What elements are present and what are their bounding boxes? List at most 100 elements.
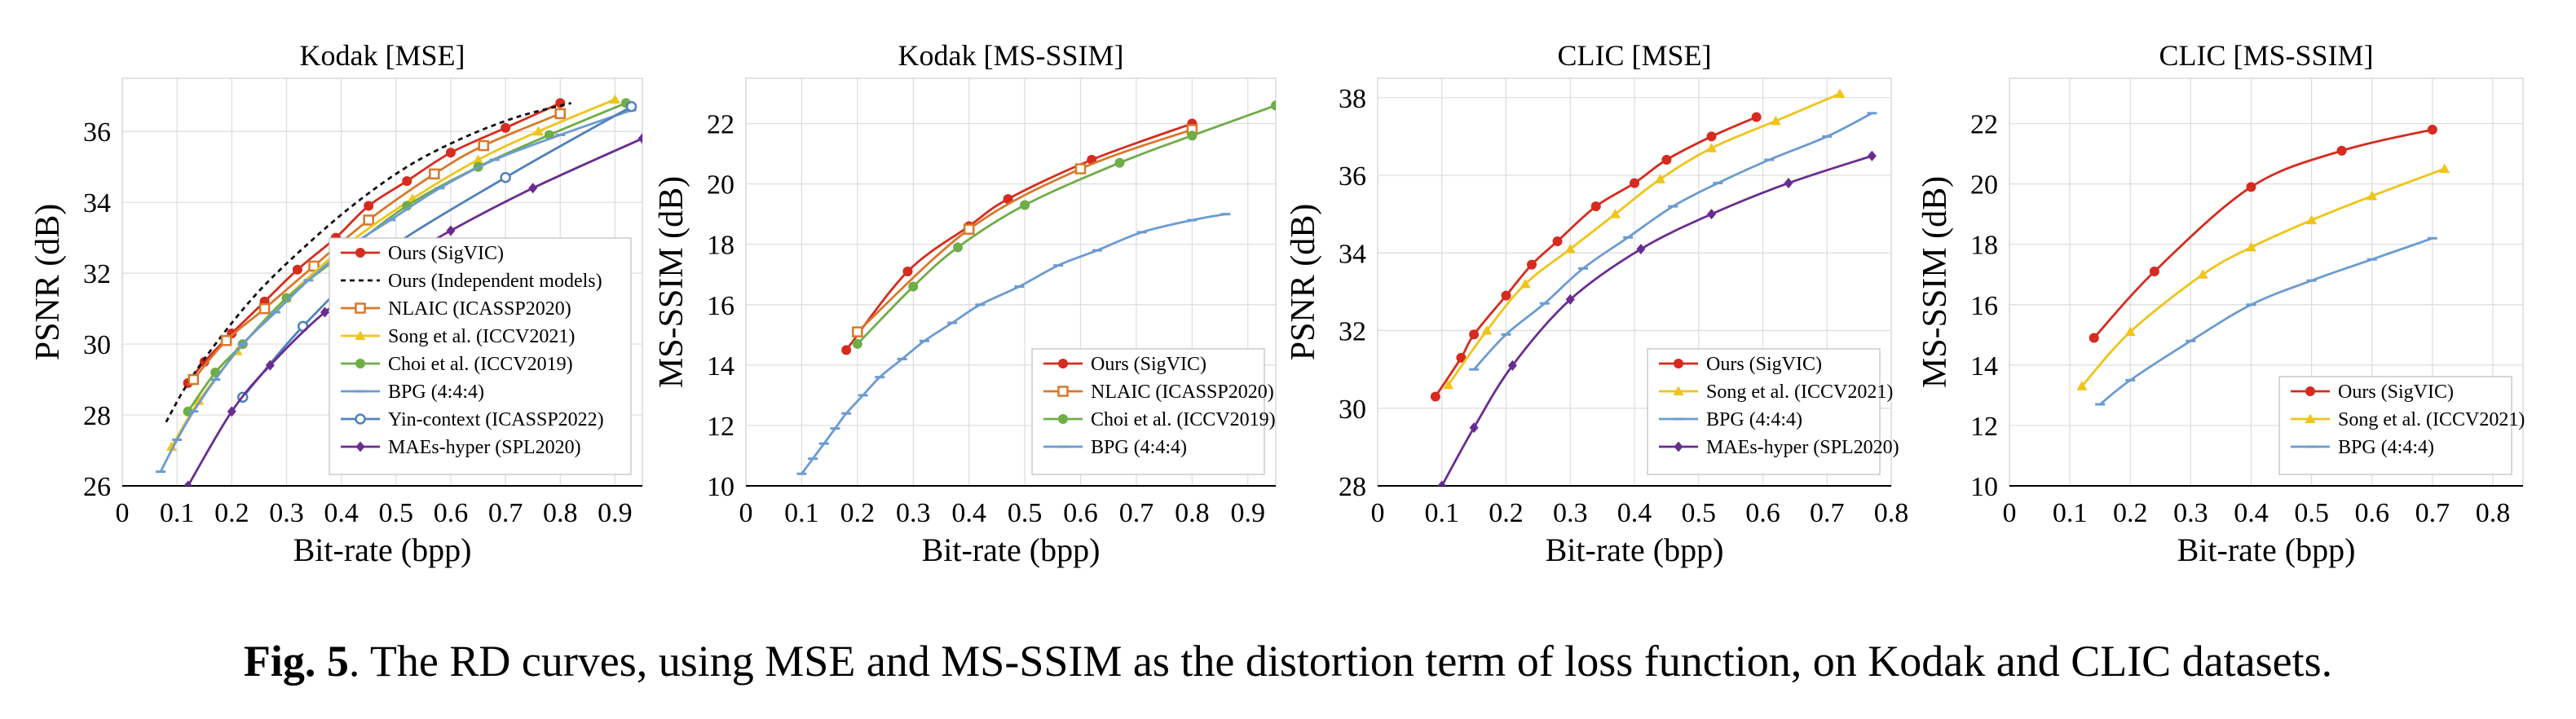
legend-label: Song et al. (ICCV2021) [388,326,575,347]
data-point [220,334,232,346]
data-point [852,326,863,337]
y-tick-label: 28 [83,401,111,431]
data-point [1501,290,1511,301]
x-tick-label: 0 [2003,498,2017,528]
data-point [1636,244,1646,255]
x-tick-label: 0.8 [2476,498,2511,528]
chart-title: Kodak [MS-SSIM] [898,39,1123,72]
data-point [429,168,440,180]
data-point [1552,236,1563,246]
data-point [2439,163,2450,174]
data-point [1469,422,1479,434]
data-point [183,480,193,486]
legend-label: Song et al. (ICCV2021) [2338,409,2525,430]
y-tick-label: 38 [1339,84,1366,114]
x-tick-label: 0.3 [269,498,304,528]
data-point [1507,360,1517,371]
data-point [2089,333,2099,343]
data-point [841,345,852,355]
y-axis-label: PSNR (dB) [29,204,67,361]
legend-label: BPG (4:4:4) [1091,437,1187,458]
x-tick-label: 0.7 [488,498,523,528]
data-point [1074,163,1087,174]
legend: Ours (SigVIC) Song et al. (ICCV2021) BPG (… [1647,348,1899,475]
y-tick-label: 26 [83,472,111,502]
y-tick-label: 14 [1970,351,1998,382]
x-tick-label: 0.7 [1810,498,1845,528]
legend: Ours (SigVIC) NLAIC (ICASSP2020) Choi et a… [1031,348,1276,475]
y-tick-label: 32 [1339,317,1366,347]
data-point [1443,379,1454,390]
data-point [1114,157,1125,168]
x-tick-label: 0.6 [2354,498,2389,528]
data-point [2076,381,2088,390]
data-point [364,201,374,211]
y-tick-label: 12 [1970,412,1998,442]
x-tick-label: 0.4 [324,498,359,528]
data-point [2336,145,2347,156]
data-point [637,133,642,144]
data-point [1020,200,1030,210]
x-tick-label: 0.4 [1617,498,1652,528]
data-point [187,373,200,386]
data-point [2306,214,2318,225]
legend-box [1647,348,1881,475]
y-tick-label: 16 [1970,291,1998,321]
y-axis-label: PSNR (dB) [1285,204,1322,361]
legend-box [329,237,632,475]
legend-label: NLAIC (ICASSP2020) [388,298,571,320]
x-tick-label: 0.7 [1119,498,1154,528]
data-point [1520,278,1531,289]
data-point [625,101,637,112]
y-tick-label: 10 [707,472,734,502]
legend-marker [355,359,365,368]
x-tick-label: 0.5 [379,498,414,528]
x-tick-label: 0.5 [1682,498,1717,528]
y-tick-label: 20 [1970,170,1998,201]
series-bpg-4-4-4 [156,108,637,474]
legend-marker [355,248,365,258]
x-axis-label: Bit-rate (bpp) [922,532,1101,568]
x-tick-label: 0.6 [1063,498,1098,528]
x-tick-label: 0 [1371,498,1385,528]
legend-label: Ours (SigVIC) [388,243,504,264]
legend: Ours (SigVIC) Song et al. (ICCV2021) BPG (… [2278,376,2525,475]
legend-label: Ours (SigVIC) [1706,354,1822,375]
data-point [963,223,975,235]
data-point [554,108,567,120]
x-tick-label: 0.6 [1745,498,1780,528]
data-point [532,126,544,136]
x-tick-label: 0.2 [214,498,249,528]
data-point [445,148,456,158]
series-line [1473,112,1873,371]
series-line [1440,154,1872,486]
data-point [402,176,412,187]
data-point [902,267,913,277]
y-tick-label: 20 [707,170,734,201]
x-tick-label: 0.6 [434,498,469,528]
y-tick-label: 22 [707,110,734,140]
y-tick-label: 12 [707,412,734,442]
series-line [165,102,572,423]
data-point [1430,391,1440,402]
data-point [609,94,620,104]
legend-marker [355,441,365,452]
data-point [1527,259,1537,270]
y-tick-label: 34 [83,188,111,218]
data-point [2149,267,2159,277]
data-point [308,260,320,272]
chart-title: CLIC [MS-SSIM] [2159,39,2373,72]
x-axis-label: Bit-rate (bpp) [2177,532,2356,568]
data-point [292,264,302,275]
data-point [1590,201,1601,212]
data-point [320,307,329,318]
x-tick-label: 0.3 [896,498,931,528]
data-point [1661,155,1672,165]
legend-label: Ours (SigVIC) [1091,354,1206,375]
data-point [1834,88,1846,99]
chart-title: CLIC [MSE] [1558,39,1712,72]
chart-title: Kodak [MSE] [300,39,465,72]
legend-marker [355,413,366,425]
series-line [845,122,1193,351]
x-tick-label: 0.3 [2173,498,2208,528]
